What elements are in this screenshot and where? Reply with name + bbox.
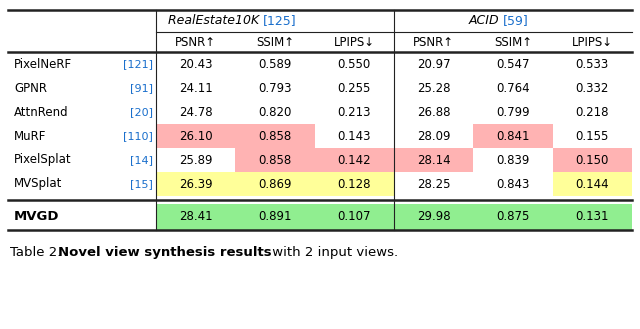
Text: 0.841: 0.841	[496, 130, 530, 142]
Text: 29.98: 29.98	[417, 211, 451, 223]
Bar	[315, 148, 394, 172]
Text: 0.155: 0.155	[575, 130, 609, 142]
Text: LPIPS↓: LPIPS↓	[334, 36, 375, 48]
Bar	[553, 148, 632, 172]
Text: 0.150: 0.150	[575, 154, 609, 166]
Text: 0.550: 0.550	[338, 58, 371, 70]
Text: 0.255: 0.255	[338, 82, 371, 94]
Text: LPIPS↓: LPIPS↓	[572, 36, 613, 48]
Text: 0.891: 0.891	[259, 211, 292, 223]
Text: 20.43: 20.43	[179, 58, 212, 70]
Text: [121]: [121]	[123, 59, 153, 69]
Text: 26.10: 26.10	[179, 130, 212, 142]
Text: 0.764: 0.764	[496, 82, 530, 94]
Bar	[156, 124, 236, 148]
Text: 0.820: 0.820	[259, 106, 292, 118]
Text: 20.97: 20.97	[417, 58, 451, 70]
Text: with 2 input views.: with 2 input views.	[268, 246, 398, 259]
Bar	[553, 172, 632, 196]
Bar	[474, 204, 553, 230]
Text: 0.128: 0.128	[337, 178, 371, 190]
Text: SSIM↑: SSIM↑	[494, 36, 532, 48]
Text: [15]: [15]	[130, 179, 153, 189]
Text: 0.142: 0.142	[337, 154, 371, 166]
Text: 0.843: 0.843	[496, 178, 530, 190]
Text: PixelSplat: PixelSplat	[14, 154, 72, 166]
Text: 0.144: 0.144	[575, 178, 609, 190]
Text: 28.41: 28.41	[179, 211, 212, 223]
Bar	[156, 172, 236, 196]
Text: PSNR↑: PSNR↑	[175, 36, 216, 48]
Text: 0.213: 0.213	[337, 106, 371, 118]
Text: 0.332: 0.332	[575, 82, 609, 94]
Bar	[236, 124, 315, 148]
Text: 0.869: 0.869	[259, 178, 292, 190]
Text: 0.839: 0.839	[496, 154, 530, 166]
Text: [125]: [125]	[263, 14, 296, 28]
Text: [14]: [14]	[130, 155, 153, 165]
Text: 0.858: 0.858	[259, 154, 292, 166]
Text: 26.39: 26.39	[179, 178, 212, 190]
Text: 0.793: 0.793	[259, 82, 292, 94]
Text: 0.533: 0.533	[576, 58, 609, 70]
Text: 0.875: 0.875	[496, 211, 530, 223]
Text: 25.28: 25.28	[417, 82, 451, 94]
Text: 28.09: 28.09	[417, 130, 451, 142]
Text: MuRF: MuRF	[14, 130, 46, 142]
Text: 26.88: 26.88	[417, 106, 451, 118]
Bar	[394, 148, 474, 172]
Text: 0.218: 0.218	[575, 106, 609, 118]
Text: 0.547: 0.547	[496, 58, 530, 70]
Bar	[236, 148, 315, 172]
Bar	[315, 172, 394, 196]
Text: 0.799: 0.799	[496, 106, 530, 118]
Text: 0.107: 0.107	[337, 211, 371, 223]
Text: ACID: ACID	[468, 14, 503, 28]
Text: 0.858: 0.858	[259, 130, 292, 142]
Text: 24.11: 24.11	[179, 82, 212, 94]
Bar	[394, 204, 474, 230]
Text: AttnRend: AttnRend	[14, 106, 68, 118]
Text: [20]: [20]	[130, 107, 153, 117]
Text: SSIM↑: SSIM↑	[256, 36, 294, 48]
Text: 0.589: 0.589	[259, 58, 292, 70]
Text: 28.14: 28.14	[417, 154, 451, 166]
Bar	[553, 204, 632, 230]
Text: PixelNeRF: PixelNeRF	[14, 58, 72, 70]
Text: 24.78: 24.78	[179, 106, 212, 118]
Text: 0.143: 0.143	[337, 130, 371, 142]
Text: [91]: [91]	[130, 83, 153, 93]
Text: Table 2.: Table 2.	[10, 246, 66, 259]
Text: 28.25: 28.25	[417, 178, 451, 190]
Bar	[236, 204, 315, 230]
Text: MVSplat: MVSplat	[14, 178, 62, 190]
Text: Novel view synthesis results: Novel view synthesis results	[58, 246, 271, 259]
Text: RealEstate10K: RealEstate10K	[168, 14, 263, 28]
Text: [110]: [110]	[123, 131, 153, 141]
Bar	[236, 172, 315, 196]
Text: 25.89: 25.89	[179, 154, 212, 166]
Text: PSNR↑: PSNR↑	[413, 36, 454, 48]
Text: GPNR: GPNR	[14, 82, 47, 94]
Text: [59]: [59]	[503, 14, 529, 28]
Bar	[315, 204, 394, 230]
Bar	[156, 204, 236, 230]
Text: MVGD: MVGD	[14, 211, 60, 223]
Bar	[474, 124, 553, 148]
Text: 0.131: 0.131	[575, 211, 609, 223]
